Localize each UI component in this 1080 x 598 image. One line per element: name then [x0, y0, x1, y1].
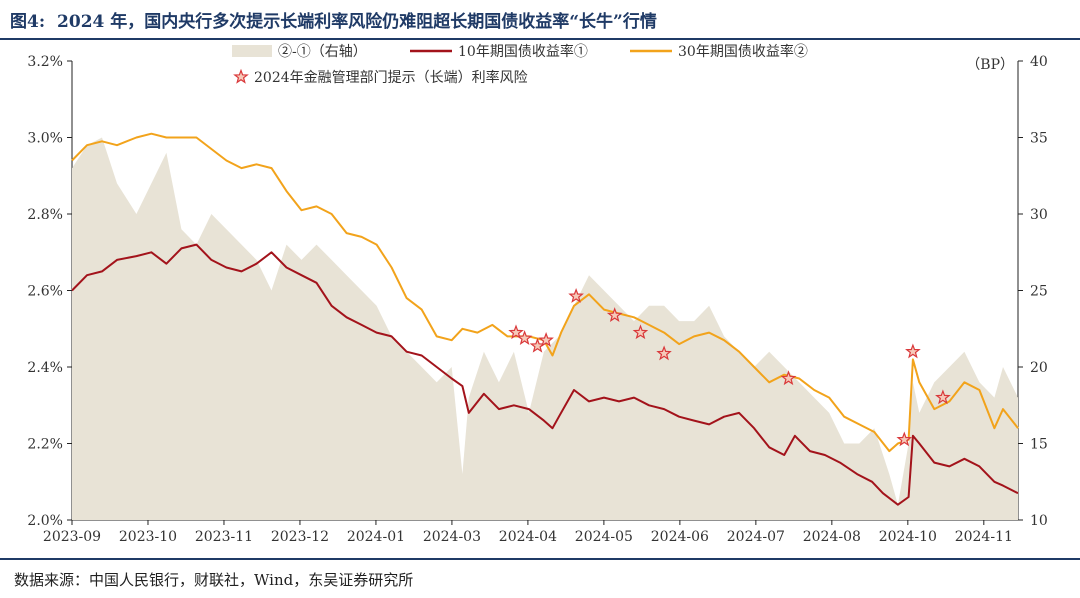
- figure-number: 图4:: [10, 12, 46, 32]
- y-right-tick-label: 35: [1030, 131, 1048, 147]
- y-right-tick-label: 25: [1030, 284, 1048, 300]
- legend-label-10y: 10年期国债收益率①: [458, 43, 588, 60]
- y-left-tick-label: 2.4%: [27, 360, 63, 376]
- x-tick-label: 2024-04: [499, 529, 557, 545]
- x-tick-label: 2024-10: [879, 529, 937, 545]
- y-left-tick-label: 2.2%: [27, 437, 63, 453]
- risk-warning-star: [538, 331, 554, 347]
- x-tick-label: 2024-11: [955, 529, 1013, 545]
- risk-warning-star: [656, 345, 672, 361]
- source-bar: 数据来源：中国人民银行，财联社，Wind，东吴证券研究所: [0, 558, 1080, 598]
- right-axis-unit: （BP）: [966, 57, 1014, 73]
- y-right-tick-label: 20: [1030, 360, 1048, 376]
- legend-label-30y: 30年期国债收益率②: [678, 43, 808, 60]
- y-left-tick-label: 2.8%: [27, 207, 63, 223]
- legend-label-star: 2024年金融管理部门提示（长端）利率风险: [254, 69, 528, 86]
- risk-warning-star: [896, 431, 913, 447]
- x-tick-label: 2024-07: [727, 529, 785, 545]
- y-right-tick-label: 30: [1030, 207, 1048, 223]
- x-tick-label: 2023-10: [119, 529, 177, 545]
- x-tick-label: 2024-03: [423, 529, 481, 545]
- yield-chart: 2.0% 2.2% 2.4% 2.6% 2.8% 3.0% 3.2% 10 15 20 25 30 35…: [27, 43, 1048, 545]
- y-left-tick-label: 3.2%: [27, 54, 63, 70]
- spread-area-series: [72, 137, 1018, 520]
- y-left-tick-label: 2.0%: [27, 513, 63, 529]
- y-left-tick-label: 3.0%: [27, 131, 63, 147]
- risk-warning-star: [606, 307, 623, 322]
- x-tick-label: 2023-09: [43, 529, 101, 545]
- y-right-tick-label: 10: [1030, 513, 1048, 529]
- x-tick-label: 2024-05: [575, 529, 633, 545]
- title-bar: 图4: 2024 年，国内央行多次提示长端利率风险仍难阻超长期国债收益率“长牛”…: [0, 0, 1080, 40]
- data-source: 数据来源：中国人民银行，财联社，Wind，东吴证券研究所: [14, 571, 414, 589]
- x-tick-label: 2023-12: [271, 529, 329, 545]
- x-tick-label: 2024-08: [803, 529, 861, 545]
- thirty-year-yield-line: [71, 132, 1019, 453]
- legend-swatch-spread: [232, 45, 272, 57]
- y-right-tick-label: 40: [1030, 54, 1048, 70]
- legend-label-spread: ②-①（右轴）: [278, 44, 367, 60]
- risk-warning-star: [935, 389, 951, 405]
- x-tick-label: 2024-01: [347, 529, 405, 545]
- y-right-tick-label: 15: [1030, 437, 1048, 453]
- risk-warning-star: [508, 324, 524, 340]
- risk-warning-star: [905, 343, 921, 359]
- x-tick-label: 2023-11: [195, 529, 253, 545]
- y-left-tick-label: 2.6%: [27, 284, 63, 300]
- risk-warning-star: [516, 330, 533, 346]
- ten-year-yield-line: [71, 243, 1019, 506]
- risk-warning-star: [632, 324, 649, 340]
- risk-warning-star: [568, 287, 584, 303]
- risk-warning-star: [780, 370, 797, 386]
- x-tick-label: 2024-06: [651, 529, 709, 545]
- figure-title: 图4: 2024 年，国内央行多次提示长端利率风险仍难阻超长期国债收益率“长牛”…: [10, 7, 657, 32]
- figure-title-text: 2024 年，国内央行多次提示长端利率风险仍难阻超长期国债收益率“长牛”行情: [57, 12, 657, 32]
- legend-swatch-star: [233, 68, 249, 84]
